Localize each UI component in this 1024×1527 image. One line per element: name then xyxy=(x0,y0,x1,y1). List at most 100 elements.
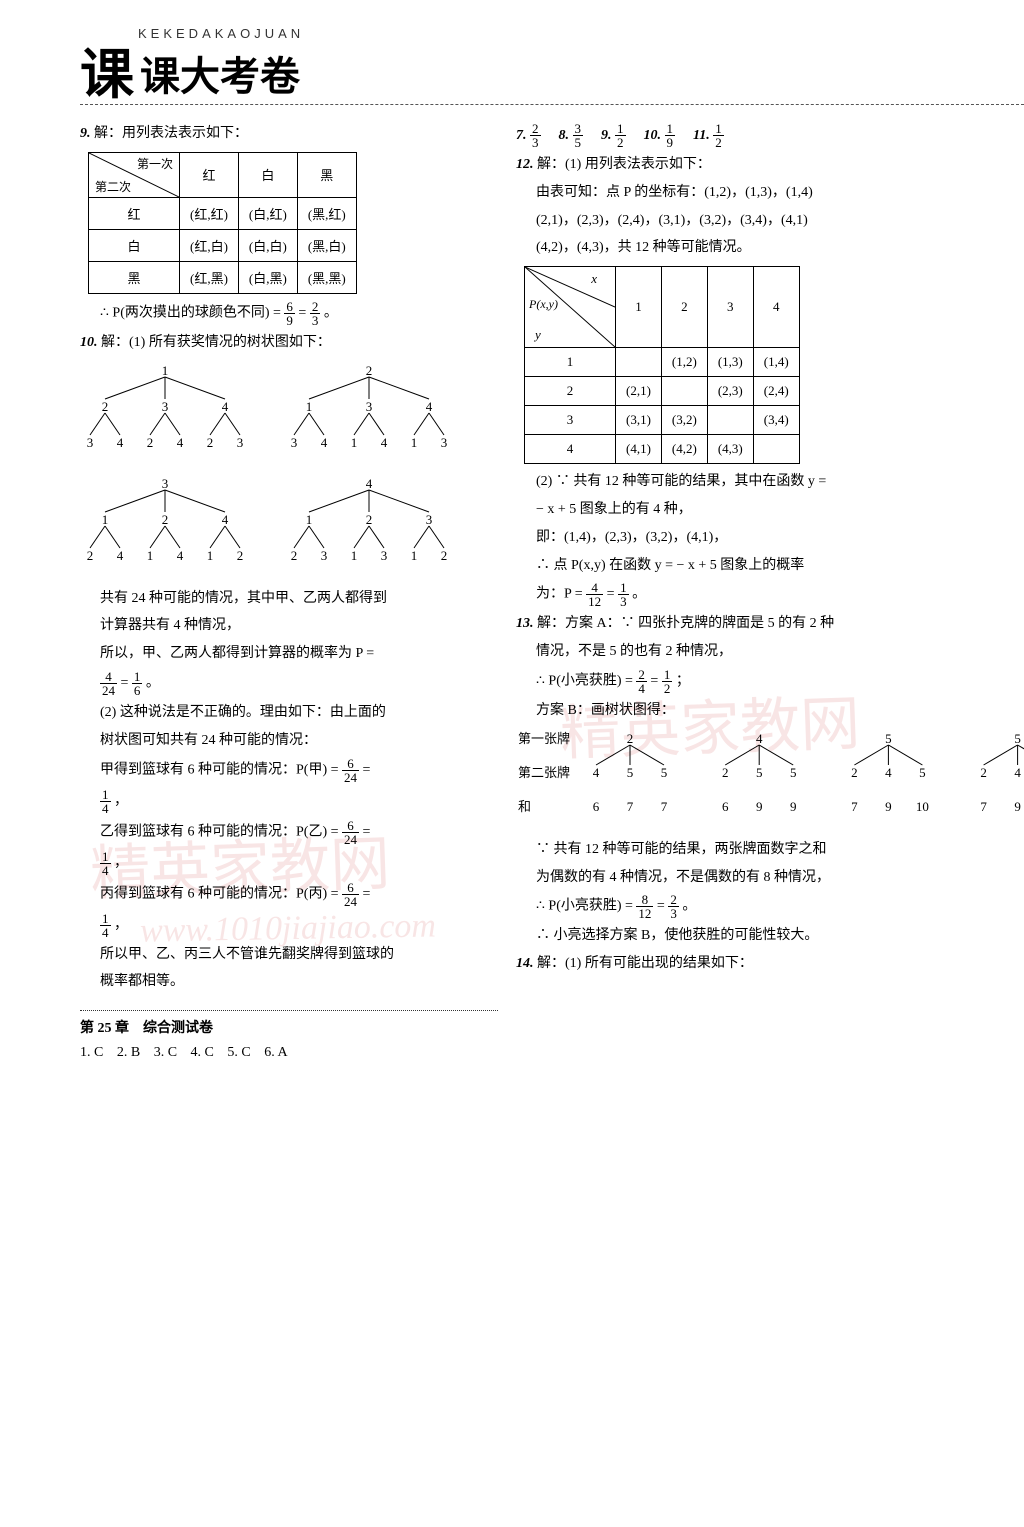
q10-comma2: ， xyxy=(114,855,128,870)
q10-frac-a2: 624 xyxy=(342,819,359,846)
page: 课 KEKEDAKAOJUAN 课大考卷 精英家教网 精英家教网 www.101… xyxy=(0,0,1024,1527)
q10-frac-p1: 424 xyxy=(100,670,117,697)
q12-line-h: 为：P = 412 = 13 。 xyxy=(516,581,1024,608)
svg-text:2: 2 xyxy=(87,548,94,563)
q10-text: 解：(1) 所有获奖情况的树状图如下： xyxy=(101,335,331,350)
q10-frac-q: 14 xyxy=(100,850,111,877)
svg-text:4: 4 xyxy=(381,435,388,450)
q10-comma1: ， xyxy=(114,793,128,808)
svg-text:4: 4 xyxy=(1014,765,1021,780)
q14-lead: 14. 解：(1) 所有可能出现的结果如下： xyxy=(516,952,1024,976)
q9-cell: (白,白) xyxy=(238,229,297,261)
answers-7-11: 7. 238. 359. 1210. 1911. 12 xyxy=(516,122,1024,149)
q12-row: 3 xyxy=(525,406,616,435)
q14-text: 解：(1) 所有可能出现的结果如下： xyxy=(537,956,753,971)
q12-frac2: 13 xyxy=(618,581,629,608)
svg-text:7: 7 xyxy=(661,799,668,814)
q10-tree-1: 34224323413411431342 xyxy=(80,361,498,468)
svg-text:3: 3 xyxy=(426,512,433,527)
q10-line-b: 计算器共有 4 种情况， xyxy=(80,614,498,638)
q12-diag-x: x xyxy=(591,271,597,287)
q12-cell: (1,4) xyxy=(753,348,799,377)
svg-text:2: 2 xyxy=(147,435,154,450)
q9-frac2: 23 xyxy=(310,300,321,327)
q9-lead: 9. 解：用列表法表示如下： xyxy=(80,122,498,146)
q9-cell: (黑,白) xyxy=(297,229,356,261)
svg-text:2: 2 xyxy=(207,435,214,450)
q12-table: x P(x,y) y 1 2 3 4 1 (1,2) (1,3) (1,4) xyxy=(524,266,800,464)
q12-cell: (4,1) xyxy=(616,435,662,464)
q10-line-c: 所以，甲、乙两人都得到计算器的概率为 P = xyxy=(80,642,498,666)
q9-cell: (红,白) xyxy=(180,229,239,261)
svg-text:3: 3 xyxy=(291,435,298,450)
q9-table-diag: 第一次 第二次 xyxy=(89,152,180,197)
q12-cell xyxy=(616,348,662,377)
q9-col-1: 白 xyxy=(238,152,297,197)
q10-frac-a3: 624 xyxy=(342,881,359,908)
q10-line-d: (2) 这种说法是不正确的。理由如下：由上面的 xyxy=(80,701,498,725)
header-rule xyxy=(80,104,1024,105)
q13-eq2: = xyxy=(657,899,668,914)
svg-text:3: 3 xyxy=(441,435,448,450)
q13-fracB2: 23 xyxy=(668,893,679,920)
logo-main-char: 课 xyxy=(80,30,134,109)
q9-frac1: 69 xyxy=(284,300,295,327)
ans: 2. B xyxy=(117,1045,140,1060)
svg-text:3: 3 xyxy=(237,435,244,450)
svg-text:3: 3 xyxy=(366,399,373,414)
page-header: 课 KEKEDAKAOJUAN 课大考卷 xyxy=(0,0,1024,110)
svg-text:1: 1 xyxy=(102,512,109,527)
svg-text:3: 3 xyxy=(162,399,169,414)
q12-line-e: − x + 5 图象上的有 4 种， xyxy=(516,498,1024,522)
svg-text:2: 2 xyxy=(851,765,858,780)
q10-line-g-t: 乙得到篮球有 6 种可能的情况：P(乙) = xyxy=(100,824,342,839)
svg-text:1: 1 xyxy=(207,548,214,563)
svg-text:4: 4 xyxy=(321,435,328,450)
svg-text:9: 9 xyxy=(1014,799,1021,814)
q10-frac-a: 624 xyxy=(342,757,359,784)
q13-number: 13. xyxy=(516,616,534,631)
svg-text:2: 2 xyxy=(366,363,373,378)
q13-line-g: ∴ 小亮选择方案 B，使他获胜的可能性较大。 xyxy=(516,924,1024,948)
q13-line-a: 情况，不是 5 的也有 2 种情况， xyxy=(516,640,1024,664)
q10-line-f-t: 甲得到篮球有 6 种可能的情况：P(甲) = xyxy=(100,762,342,777)
svg-text:5: 5 xyxy=(627,765,634,780)
svg-text:7: 7 xyxy=(980,799,987,814)
q12-row: 2 xyxy=(525,377,616,406)
q12-period: 。 xyxy=(632,587,646,602)
q12-col: 4 xyxy=(753,267,799,348)
svg-text:4: 4 xyxy=(756,731,763,746)
svg-text:5: 5 xyxy=(919,765,926,780)
section-25-answers: 1. C 2. B 3. C 4. C 5. C 6. A xyxy=(80,1041,498,1065)
q9-concl-l: ∴ P(两次摸出的球颜色不同) = xyxy=(100,306,284,321)
q13-line-f-l: ∴ P(小亮获胜) = xyxy=(536,899,636,914)
q10-number: 10. xyxy=(80,335,98,350)
right-column: 7. 238. 359. 1210. 1911. 12 12. 解：(1) 用列… xyxy=(516,118,1024,1487)
q12-cell: (2,4) xyxy=(753,377,799,406)
q12-line-h-l: 为：P = xyxy=(536,587,586,602)
q12-cell: (3,2) xyxy=(661,406,707,435)
q12-eq: = xyxy=(607,587,618,602)
svg-text:9: 9 xyxy=(790,799,797,814)
section-25-title: 第 25 章 综合测试卷 xyxy=(80,1010,498,1037)
q13-line-b-l: ∴ P(小亮获胜) = xyxy=(536,674,636,689)
svg-text:4: 4 xyxy=(177,435,184,450)
svg-text:1: 1 xyxy=(351,435,358,450)
svg-text:4: 4 xyxy=(366,476,373,491)
q12-row: 1 xyxy=(525,348,616,377)
answer-frac: 10. 19 xyxy=(644,128,676,143)
q13-tree: 465757226595942749510527495105第一张牌第二张牌和 xyxy=(516,729,1024,832)
q10-frac-q1: 14 ， xyxy=(80,788,498,815)
svg-text:4: 4 xyxy=(426,399,433,414)
svg-text:5: 5 xyxy=(661,765,668,780)
svg-text:2: 2 xyxy=(162,512,169,527)
q13-eq: = xyxy=(650,674,661,689)
svg-text:5: 5 xyxy=(1014,731,1021,746)
svg-text:第二张牌: 第二张牌 xyxy=(518,765,570,780)
q10-tail: = xyxy=(363,762,371,777)
svg-text:1: 1 xyxy=(411,548,418,563)
q10-comma3: ， xyxy=(114,917,128,932)
q9-col-2: 黑 xyxy=(297,152,356,197)
q10-line-f: 甲得到篮球有 6 种可能的情况：P(甲) = 624 = xyxy=(80,757,498,784)
q12-diag: x P(x,y) y xyxy=(525,267,616,348)
